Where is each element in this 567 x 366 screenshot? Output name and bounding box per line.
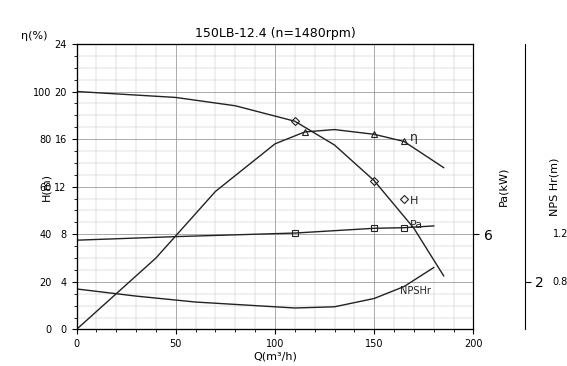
- X-axis label: Q(m³/h): Q(m³/h): [253, 352, 297, 362]
- Text: NPSHr: NPSHr: [400, 286, 431, 296]
- Text: η(%): η(%): [21, 31, 48, 41]
- Text: η: η: [410, 131, 418, 145]
- Y-axis label: Pa(kW): Pa(kW): [498, 167, 508, 206]
- Text: 0.8: 0.8: [553, 277, 567, 287]
- Text: H: H: [410, 196, 418, 206]
- Text: Pa: Pa: [410, 220, 423, 230]
- Y-axis label: NPS Hr(m): NPS Hr(m): [550, 157, 560, 216]
- Title: 150LB-12.4 (n=1480rpm): 150LB-12.4 (n=1480rpm): [194, 27, 356, 40]
- Text: 1.2: 1.2: [553, 229, 567, 239]
- Y-axis label: H(m): H(m): [41, 173, 52, 201]
